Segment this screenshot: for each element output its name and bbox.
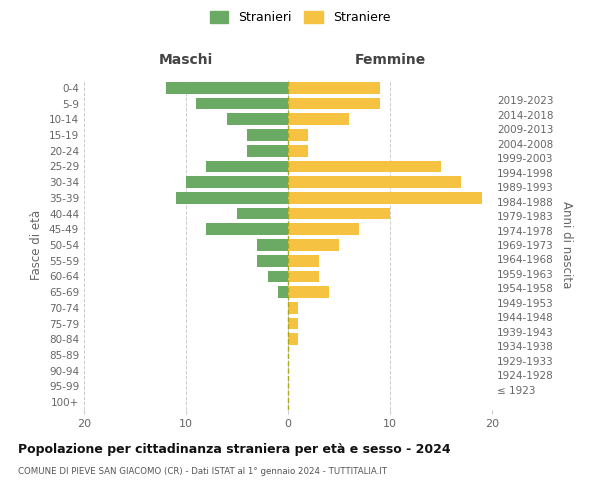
Bar bbox=[196, 98, 288, 110]
Bar bbox=[288, 224, 359, 235]
Text: Popolazione per cittadinanza straniera per età e sesso - 2024: Popolazione per cittadinanza straniera p… bbox=[18, 442, 451, 456]
Bar bbox=[227, 114, 288, 125]
Bar bbox=[288, 176, 461, 188]
Bar bbox=[288, 334, 298, 345]
Bar bbox=[288, 208, 390, 220]
Bar bbox=[288, 192, 482, 204]
Y-axis label: Fasce di età: Fasce di età bbox=[31, 210, 43, 280]
Bar bbox=[247, 145, 288, 156]
Bar bbox=[166, 82, 288, 94]
Bar bbox=[288, 270, 319, 282]
Bar bbox=[288, 318, 298, 330]
Legend: Stranieri, Straniere: Stranieri, Straniere bbox=[205, 6, 395, 29]
Bar bbox=[288, 302, 298, 314]
Bar bbox=[268, 270, 288, 282]
Text: COMUNE DI PIEVE SAN GIACOMO (CR) - Dati ISTAT al 1° gennaio 2024 - TUTTITALIA.IT: COMUNE DI PIEVE SAN GIACOMO (CR) - Dati … bbox=[18, 468, 387, 476]
Bar bbox=[206, 160, 288, 172]
Bar bbox=[288, 255, 319, 266]
Text: Maschi: Maschi bbox=[159, 54, 213, 68]
Bar bbox=[257, 255, 288, 266]
Bar bbox=[288, 160, 441, 172]
Bar bbox=[288, 286, 329, 298]
Bar bbox=[288, 145, 308, 156]
Bar bbox=[206, 224, 288, 235]
Bar bbox=[186, 176, 288, 188]
Bar bbox=[288, 239, 339, 251]
Text: Femmine: Femmine bbox=[355, 54, 425, 68]
Bar bbox=[176, 192, 288, 204]
Y-axis label: Anni di nascita: Anni di nascita bbox=[560, 202, 573, 288]
Bar bbox=[288, 114, 349, 125]
Bar bbox=[288, 98, 380, 110]
Bar bbox=[278, 286, 288, 298]
Bar bbox=[257, 239, 288, 251]
Bar bbox=[288, 129, 308, 141]
Bar bbox=[247, 129, 288, 141]
Bar bbox=[288, 82, 380, 94]
Bar bbox=[237, 208, 288, 220]
